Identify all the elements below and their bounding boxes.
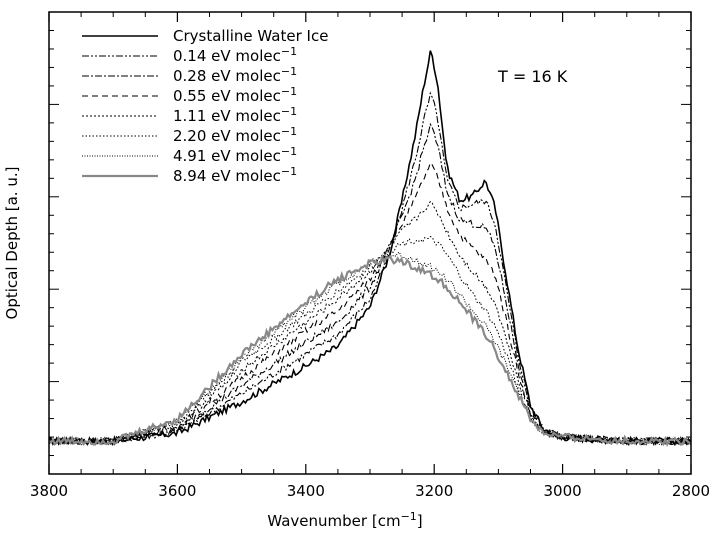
- legend-label-text: 0.55 eV molec: [173, 87, 281, 105]
- legend-label-sup: −1: [281, 105, 297, 118]
- legend-label-sup: −1: [281, 125, 297, 138]
- series-layer: [48, 50, 691, 447]
- x-axis-label-sup: −1: [401, 510, 417, 523]
- legend-label-sup: −1: [281, 45, 297, 58]
- series-line-7: [48, 251, 691, 447]
- y-axis-ticks: [49, 11, 691, 475]
- x-axis-label-main: Wavenumber [cm: [267, 512, 400, 530]
- x-axis-label-suffix: ]: [417, 512, 423, 530]
- y-axis-label: Optical Depth [a. u.]: [3, 167, 21, 320]
- x-tick-label: 3400: [287, 482, 325, 500]
- legend-label-text: 0.14 eV molec: [173, 47, 281, 65]
- legend-label-7: 4.91 eV molec−1: [173, 145, 297, 165]
- x-tick-label: 3600: [158, 482, 196, 500]
- legend-label-5: 1.11 eV molec−1: [173, 105, 297, 125]
- x-tick-label: 2800: [672, 482, 710, 500]
- legend-label-text: 2.20 eV molec: [173, 127, 281, 145]
- legend-label-sup: −1: [281, 145, 297, 158]
- temperature-annotation: T = 16 K: [497, 67, 568, 86]
- legend-label-text: 1.11 eV molec: [173, 107, 281, 125]
- legend-label-sup: −1: [281, 165, 297, 178]
- legend-label-text: 4.91 eV molec: [173, 147, 281, 165]
- legend-label-1: Crystalline Water Ice: [173, 27, 328, 45]
- legend-label-sup: −1: [281, 85, 297, 98]
- legend-label-4: 0.55 eV molec−1: [173, 85, 297, 105]
- legend-label-sup: −1: [281, 65, 297, 78]
- x-axis-label: Wavenumber [cm−1]: [267, 510, 422, 530]
- x-axis-ticks: 3800 3600 3400 3200 3000 2800: [30, 12, 710, 500]
- series-line-8: [48, 254, 691, 447]
- legend-label-3: 0.28 eV molec−1: [173, 65, 297, 85]
- legend-label-text: 0.28 eV molec: [173, 67, 281, 85]
- legend-label-text: Crystalline Water Ice: [173, 27, 328, 45]
- x-tick-label: 3000: [544, 482, 582, 500]
- legend-label-2: 0.14 eV molec−1: [173, 45, 297, 65]
- legend-label-6: 2.20 eV molec−1: [173, 125, 297, 145]
- x-tick-label: 3800: [30, 482, 68, 500]
- legend-label-text: 8.94 eV molec: [173, 167, 281, 185]
- legend-label-8: 8.94 eV molec−1: [173, 165, 297, 185]
- x-tick-label: 3200: [415, 482, 453, 500]
